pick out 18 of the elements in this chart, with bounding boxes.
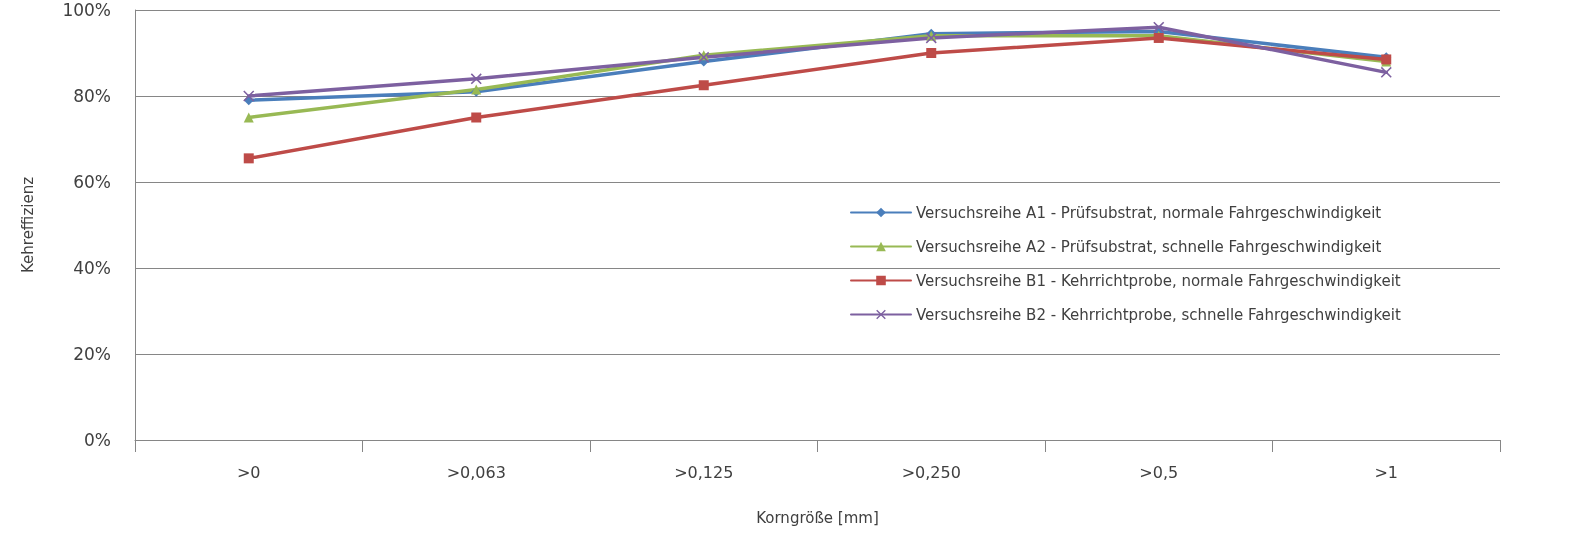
x-tick-label: >0,125 [674, 462, 734, 482]
y-tick-label: 40% [73, 258, 111, 278]
y-tick-label: 0% [84, 430, 111, 450]
y-axis-title: Kehreffizienz [18, 176, 37, 274]
y-tick-label: 20% [73, 344, 111, 364]
legend-label: Versuchsreihe A1 - Prüfsubstrat, normale Fahrgeschwindigkeit [916, 203, 1382, 222]
y-tick-label: 60% [73, 172, 111, 192]
legend-label: Versuchsreihe B1 - Kehrrichtprobe, normale Fahrgeschwindigkeit [916, 271, 1401, 290]
y-tick-label: 100% [62, 0, 111, 20]
x-axis-title: Korngröße [mm] [756, 508, 879, 527]
legend-label: Versuchsreihe B2 - Kehrrichtprobe, schnelle Fahrgeschwindigkeit [916, 305, 1401, 324]
x-tick-label: >0,5 [1139, 462, 1179, 482]
y-tick-label: 80% [73, 86, 111, 106]
x-tick-label: >1 [1374, 462, 1399, 482]
x-tick-label: >0,250 [901, 462, 961, 482]
x-tick-label: >0,063 [446, 462, 506, 482]
legend-label: Versuchsreihe A2 - Prüfsubstrat, schnelle Fahrgeschwindigkeit [916, 237, 1382, 256]
x-tick-label: >0 [236, 462, 261, 482]
